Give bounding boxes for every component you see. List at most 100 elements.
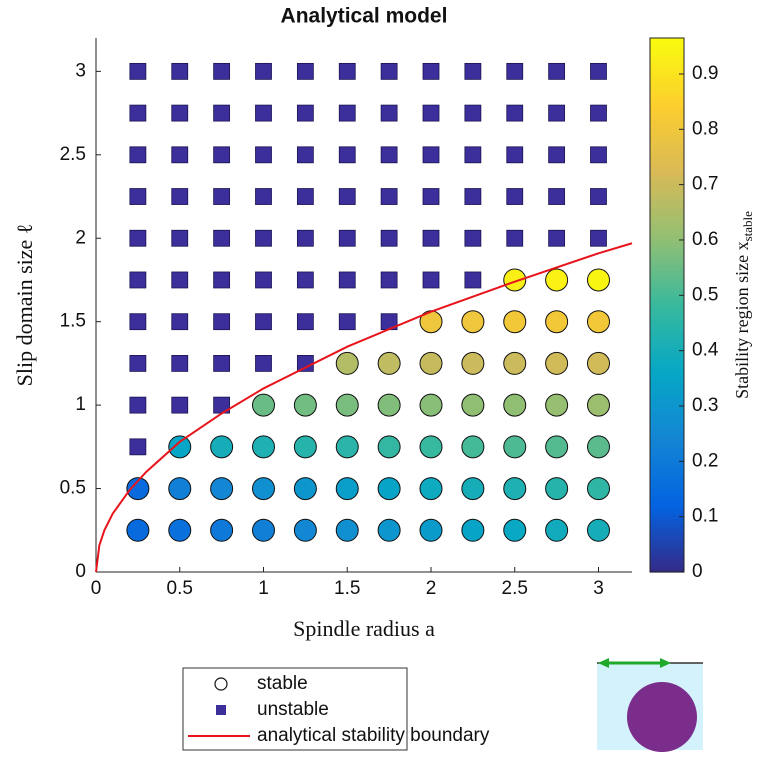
legend-label: analytical stability boundary	[257, 725, 490, 746]
colorbar-gradient	[650, 563, 684, 569]
colorbar-gradient	[650, 434, 684, 440]
stable-point	[587, 393, 610, 417]
colorbar-gradient	[650, 491, 684, 497]
colorbar-gradient	[650, 55, 684, 61]
colorbar-gradient	[650, 216, 684, 222]
unstable-point	[213, 229, 231, 247]
unstable-point	[506, 104, 524, 122]
colorbar-gradient	[650, 558, 684, 564]
colorbar-gradient	[650, 51, 684, 57]
colorbar-gradient	[650, 340, 684, 346]
colorbar-gradient	[650, 438, 684, 444]
colorbar-gradient	[650, 505, 684, 511]
colorbar-gradient	[650, 429, 684, 435]
x-tick-label: 2.5	[502, 578, 528, 599]
x-tick-label: 2	[426, 578, 437, 599]
unstable-point	[338, 271, 356, 289]
unstable-point	[213, 104, 231, 122]
unstable-point	[590, 188, 607, 205]
colorbar-gradient	[650, 358, 684, 364]
colorbar-tick-label: 0.5	[692, 284, 718, 305]
unstable-point	[213, 188, 231, 205]
colorbar-gradient	[650, 175, 684, 181]
x-tick-label: 0	[91, 578, 102, 599]
stable-point	[293, 393, 317, 417]
inset-arrowhead	[660, 658, 671, 668]
stable-point	[377, 435, 401, 459]
stable-point	[545, 310, 569, 334]
x-tick-label: 1	[258, 578, 269, 599]
colorbar-gradient	[650, 189, 684, 195]
unstable-point	[380, 104, 398, 122]
colorbar-gradient	[650, 38, 684, 44]
colorbar-gradient	[650, 411, 684, 417]
colorbar-tick-label: 0.6	[692, 229, 718, 250]
colorbar-gradient	[650, 202, 684, 208]
unstable-point	[171, 355, 189, 372]
colorbar-gradient	[650, 296, 684, 302]
colorbar-gradient	[650, 487, 684, 493]
stable-point	[126, 477, 150, 501]
colorbar-gradient	[650, 211, 684, 217]
unstable-point	[213, 313, 231, 331]
unstable-point	[255, 188, 272, 205]
colorbar-gradient	[650, 398, 684, 404]
chart-title: Analytical model	[281, 5, 448, 28]
colorbar-gradient	[650, 167, 684, 173]
colorbar-gradient	[650, 260, 684, 266]
colorbar-gradient	[650, 442, 684, 448]
unstable-point	[464, 104, 482, 122]
unstable-point	[422, 271, 440, 289]
unstable-point	[506, 188, 524, 205]
colorbar-gradient	[650, 256, 684, 262]
colorbar-gradient	[650, 367, 684, 373]
unstable-point	[548, 62, 566, 80]
colorbar-gradient	[650, 353, 684, 359]
stable-point	[587, 351, 610, 375]
unstable-point	[296, 104, 314, 122]
colorbar-gradient	[650, 282, 684, 288]
colorbar-gradient	[650, 425, 684, 431]
unstable-point	[129, 313, 147, 331]
colorbar-gradient	[650, 264, 684, 270]
stable-point	[210, 518, 234, 542]
colorbar-gradient	[650, 118, 684, 124]
colorbar-gradient	[650, 483, 684, 489]
stable-point	[252, 435, 275, 459]
legend-swatch	[216, 705, 226, 715]
unstable-point	[171, 146, 189, 164]
colorbar-tick-label: 0.8	[692, 118, 718, 139]
unstable-point	[380, 62, 398, 80]
unstable-point	[422, 104, 440, 122]
colorbar-gradient	[650, 309, 684, 315]
unstable-point	[255, 104, 272, 122]
colorbar-gradient	[650, 496, 684, 502]
unstable-point	[255, 62, 272, 80]
colorbar-gradient	[650, 549, 684, 555]
colorbar-gradient	[650, 180, 684, 186]
colorbar-gradient	[650, 269, 684, 275]
colorbar-gradient	[650, 158, 684, 164]
colorbar-gradient	[650, 278, 684, 284]
colorbar-gradient	[650, 91, 684, 97]
unstable-point	[213, 355, 231, 372]
x-tick-label: 1.5	[334, 578, 360, 599]
colorbar-gradient	[650, 322, 684, 328]
stable-point	[252, 393, 275, 417]
colorbar-gradient	[650, 509, 684, 515]
unstable-point	[422, 146, 440, 164]
unstable-point	[548, 229, 566, 247]
unstable-point	[590, 229, 607, 247]
unstable-point	[129, 355, 147, 372]
y-tick-label: 3	[75, 60, 86, 81]
stable-point	[377, 393, 401, 417]
colorbar-gradient	[650, 127, 684, 133]
y-tick-label: 2.5	[60, 144, 86, 165]
stable-point	[335, 393, 359, 417]
unstable-point	[255, 271, 272, 289]
stable-point	[168, 518, 192, 542]
colorbar-gradient	[650, 527, 684, 533]
stable-point	[545, 351, 569, 375]
stable-point	[419, 435, 443, 459]
